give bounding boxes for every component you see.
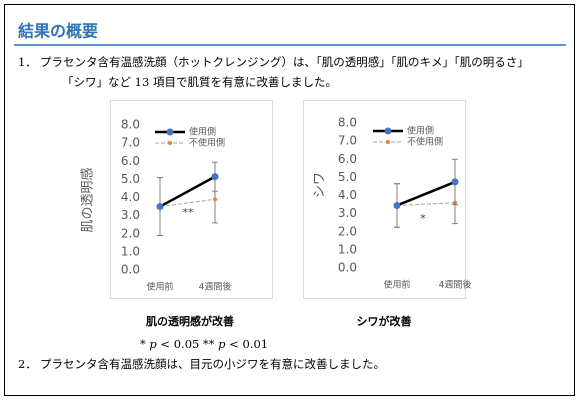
chart-caption: シワが改善 xyxy=(357,314,412,328)
series-line xyxy=(396,180,456,207)
paragraph-line: プラセンタ含有温感洗顔は、目元の小ジワを有意に改善しました。 xyxy=(40,357,385,371)
legend-marker xyxy=(384,127,392,135)
paragraph-number: 2． xyxy=(18,357,37,371)
footnote-part: < 0.05 ** xyxy=(157,337,218,351)
y-tick-label: 3.0 xyxy=(121,208,140,222)
x-tick-label: 4週間後 xyxy=(199,281,232,293)
chart-caption: 肌の透明感が改善 xyxy=(145,314,234,328)
y-tick-label: 7.0 xyxy=(338,134,357,148)
x-tick-label: 使用前 xyxy=(146,281,173,293)
legend-marker xyxy=(386,140,390,144)
legend-label: 不使用側 xyxy=(407,136,443,148)
paragraph-line: プラセンタ含有温感洗顔（ホットクレンジング）は、「肌の透明感」「肌のキメ」「肌の… xyxy=(40,55,529,69)
y-axis-title: 肌の透明感 xyxy=(80,167,96,232)
legend-label: 使用側 xyxy=(407,125,434,137)
y-tick-label: 0.0 xyxy=(121,263,140,277)
footnote: * p < 0.05 ** p < 0.01 xyxy=(140,337,268,351)
paragraph-number: 1． xyxy=(18,55,37,69)
legend-label: 使用側 xyxy=(189,126,216,138)
title: 結果の概要 xyxy=(18,22,98,41)
series-line xyxy=(159,175,216,208)
y-tick-label: 8.0 xyxy=(338,116,357,130)
y-tick-label: 2.0 xyxy=(121,226,140,240)
y-tick-label: 1.0 xyxy=(121,244,140,258)
significance: ** xyxy=(183,206,195,219)
y-tick-label: 6.0 xyxy=(338,152,357,166)
point xyxy=(451,178,459,186)
y-axis-title: シワ xyxy=(313,172,328,198)
footnote-part: < 0.01 xyxy=(226,337,269,351)
chart-frame xyxy=(303,100,466,299)
point xyxy=(156,203,164,211)
page-border xyxy=(4,4,575,396)
y-tick-label: 5.0 xyxy=(338,170,357,184)
x-tick-label: 使用前 xyxy=(383,279,410,291)
legend-label: 不使用側 xyxy=(189,137,225,149)
x-tick-label: 4週間後 xyxy=(439,279,472,291)
footnote-part: p xyxy=(218,337,226,351)
y-tick-label: 3.0 xyxy=(338,206,357,220)
y-tick-label: 2.0 xyxy=(338,224,357,238)
y-tick-label: 6.0 xyxy=(121,154,140,168)
y-tick-label: 7.0 xyxy=(121,136,140,150)
series-line xyxy=(396,202,456,206)
paragraph-line: 「シワ」など 13 項目で肌質を有意に改善しました。 xyxy=(62,75,337,89)
y-tick-label: 4.0 xyxy=(338,188,357,202)
y-tick-label: 5.0 xyxy=(121,172,140,186)
significance: * xyxy=(420,212,426,225)
y-tick-label: 4.0 xyxy=(121,190,140,204)
series-line xyxy=(159,198,216,208)
point xyxy=(213,197,217,202)
y-tick-label: 8.0 xyxy=(121,118,140,132)
point xyxy=(393,201,401,209)
chart-frame xyxy=(110,100,273,299)
footnote-part: * xyxy=(140,337,149,351)
y-tick-label: 1.0 xyxy=(338,242,357,256)
legend-marker xyxy=(168,141,172,145)
legend-marker xyxy=(166,128,174,136)
point xyxy=(211,173,219,181)
y-tick-label: 0.0 xyxy=(338,261,357,275)
footnote-part: p xyxy=(149,337,157,351)
